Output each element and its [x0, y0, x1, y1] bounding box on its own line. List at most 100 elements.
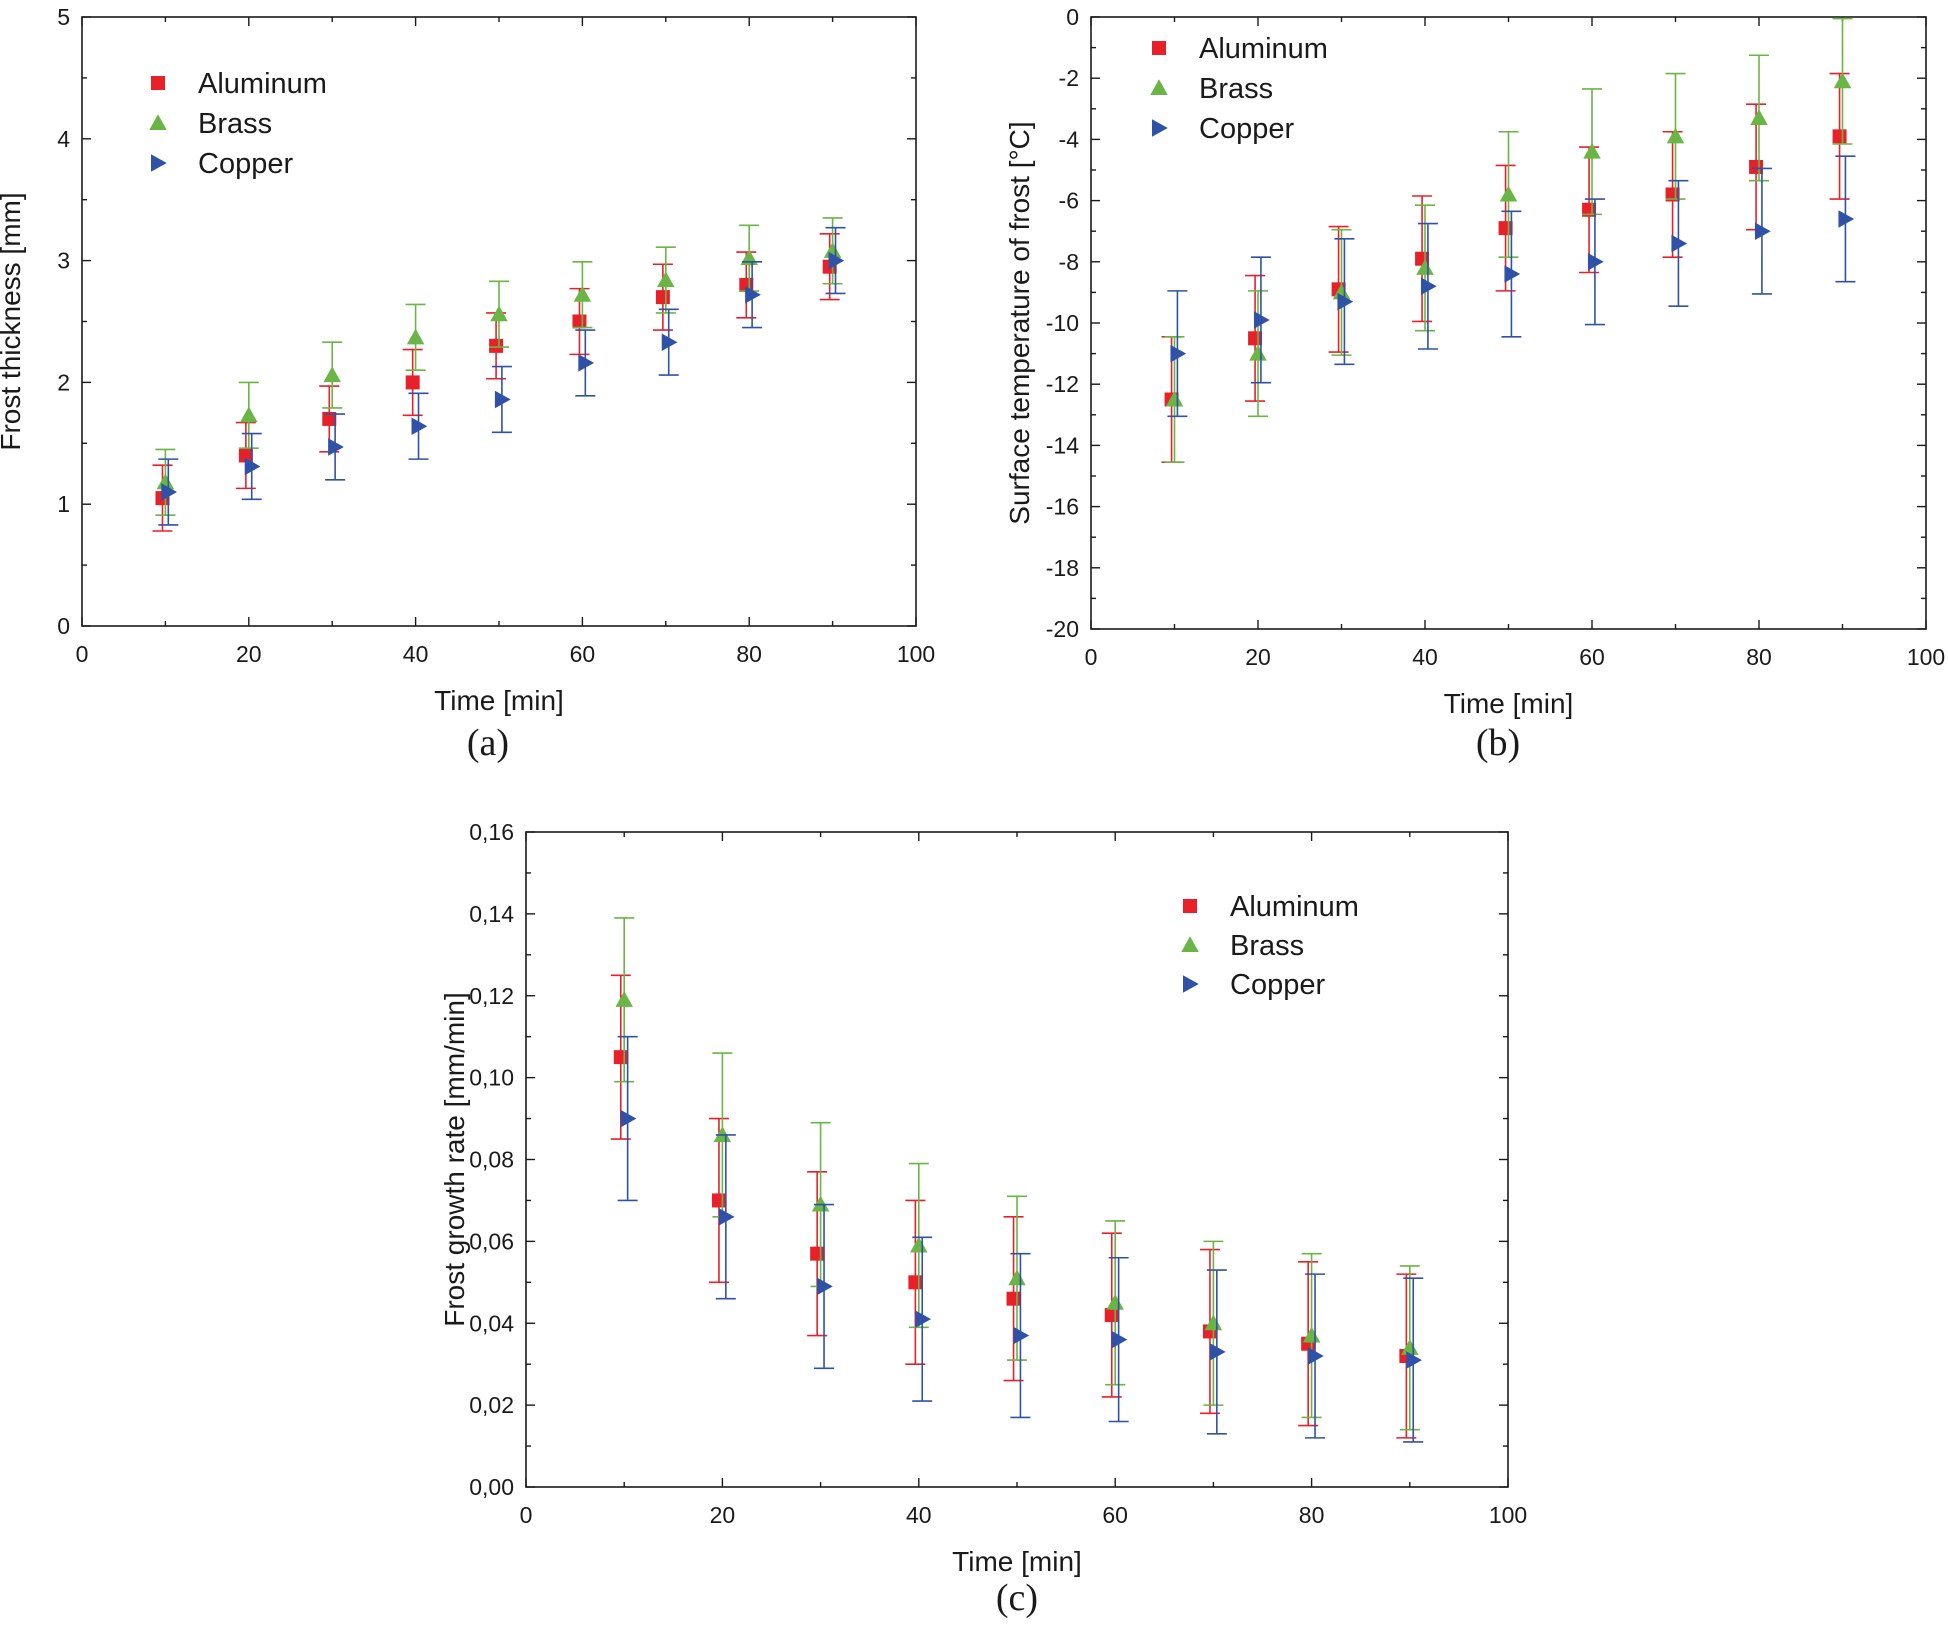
- data-point: [1416, 259, 1434, 275]
- data-point: [156, 473, 175, 490]
- data-point: [1170, 344, 1187, 363]
- data-point: [823, 242, 842, 258]
- data-point: [1337, 292, 1354, 311]
- panel-caption: (b): [1476, 722, 1520, 764]
- legend-label: Copper: [1199, 113, 1294, 145]
- data-point: [745, 285, 761, 304]
- data-point: [323, 366, 341, 383]
- data-point: [161, 483, 178, 501]
- data-point: [489, 338, 504, 353]
- legend-marker: [1152, 119, 1168, 137]
- chart-panel-a: 0 20 40 60 80 100 0 1 2 3 4 5 Time [min] Frost thickn…: [0, 4, 935, 764]
- data-point: [1832, 129, 1847, 144]
- x-tick-label: 60: [570, 641, 596, 667]
- data-point: [322, 411, 337, 426]
- data-point: [1750, 109, 1768, 125]
- data-point: [915, 1310, 931, 1328]
- y-tick-label: 0,04: [469, 1310, 514, 1336]
- x-tick-label: 0: [76, 641, 89, 667]
- data-point: [620, 1109, 637, 1128]
- data-point: [908, 1275, 923, 1290]
- legend-marker: [149, 114, 167, 130]
- legend-marker: [151, 154, 167, 172]
- y-tick-label: 0,06: [469, 1228, 514, 1254]
- y-tick-label: 0,00: [469, 1474, 514, 1500]
- panel-caption: (a): [467, 722, 509, 764]
- data-point: [238, 448, 253, 463]
- y-tick-label: -6: [1059, 188, 1079, 214]
- legend-label: Aluminum: [1199, 33, 1328, 65]
- data-point: [405, 375, 420, 390]
- y-tick-label: 0: [1066, 4, 1079, 30]
- data-point: [572, 314, 587, 329]
- series-brass: [1164, 17, 1853, 464]
- legend-label: Aluminum: [1230, 891, 1359, 923]
- data-point: [411, 417, 428, 435]
- data-point: [1583, 142, 1601, 159]
- legend-marker: [1152, 41, 1166, 55]
- y-tick-label: 1: [57, 491, 70, 517]
- data-point: [1302, 1326, 1321, 1343]
- y-tick-label: 5: [57, 4, 70, 30]
- y-axis-title: Surface temperature of frost [°C]: [1004, 121, 1035, 524]
- data-point: [1013, 1326, 1030, 1345]
- legend-marker: [1183, 975, 1199, 993]
- x-tick-label: 100: [1907, 644, 1945, 670]
- chart-panel-c: 0 20 40 60 80 100 0,00 0,02 0,04 0,06 0,08 0,10 0,12…: [439, 819, 1527, 1619]
- data-point: [573, 285, 592, 302]
- data-point: [1504, 265, 1521, 283]
- y-tick-label: 0,02: [469, 1392, 514, 1418]
- data-point: [1253, 311, 1270, 329]
- y-tick-label: -8: [1059, 249, 1079, 275]
- x-axis-title: Time [min]: [434, 685, 564, 716]
- data-point: [490, 305, 508, 322]
- data-point: [240, 406, 258, 423]
- series-copper: [158, 226, 846, 526]
- data-point: [244, 457, 261, 476]
- data-point: [713, 1126, 732, 1142]
- x-tick-label: 60: [1579, 644, 1605, 670]
- y-tick-label: 3: [57, 248, 70, 274]
- x-tick-label: 20: [710, 1502, 736, 1528]
- data-point: [910, 1236, 928, 1253]
- data-point: [1248, 331, 1263, 346]
- data-point: [1106, 1294, 1124, 1310]
- data-point: [1006, 1291, 1021, 1306]
- y-tick-label: 0,08: [469, 1147, 514, 1173]
- data-point: [1008, 1269, 1026, 1286]
- legend-marker: [1181, 936, 1199, 952]
- data-point: [1165, 390, 1184, 407]
- data-point: [1754, 222, 1771, 240]
- x-tick-label: 40: [906, 1502, 932, 1528]
- x-axis-title: Time [min]: [952, 1546, 1082, 1577]
- y-tick-label: 0,10: [469, 1065, 514, 1091]
- x-tick-label: 20: [236, 641, 262, 667]
- legend-marker: [1150, 79, 1168, 95]
- data-point: [1838, 210, 1855, 228]
- data-point: [655, 290, 670, 305]
- data-point: [1420, 277, 1437, 296]
- data-point: [1498, 221, 1513, 236]
- chart-panel-b: 0 20 40 60 80 100-20-18-16-14-12-10-8-6-4-20T…: [1004, 4, 1945, 764]
- series-copper: [1167, 155, 1856, 418]
- data-point: [1587, 253, 1604, 271]
- data-point: [1749, 159, 1764, 174]
- data-point: [1249, 344, 1267, 361]
- data-point: [578, 354, 595, 372]
- legend-label: Aluminum: [198, 68, 327, 100]
- data-point: [711, 1193, 726, 1208]
- data-point: [615, 991, 633, 1007]
- x-tick-label: 80: [1299, 1502, 1325, 1528]
- data-point: [494, 390, 511, 409]
- legend-label: Copper: [198, 148, 293, 180]
- x-tick-label: 0: [1085, 644, 1098, 670]
- x-axis-title: Time [min]: [1444, 688, 1574, 719]
- x-tick-label: 60: [1102, 1502, 1128, 1528]
- data-point: [1499, 185, 1518, 202]
- data-point: [1104, 1308, 1119, 1323]
- data-point: [613, 1050, 628, 1065]
- legend-label: Brass: [1199, 73, 1273, 105]
- x-tick-label: 100: [1489, 1502, 1527, 1528]
- data-point: [810, 1246, 825, 1261]
